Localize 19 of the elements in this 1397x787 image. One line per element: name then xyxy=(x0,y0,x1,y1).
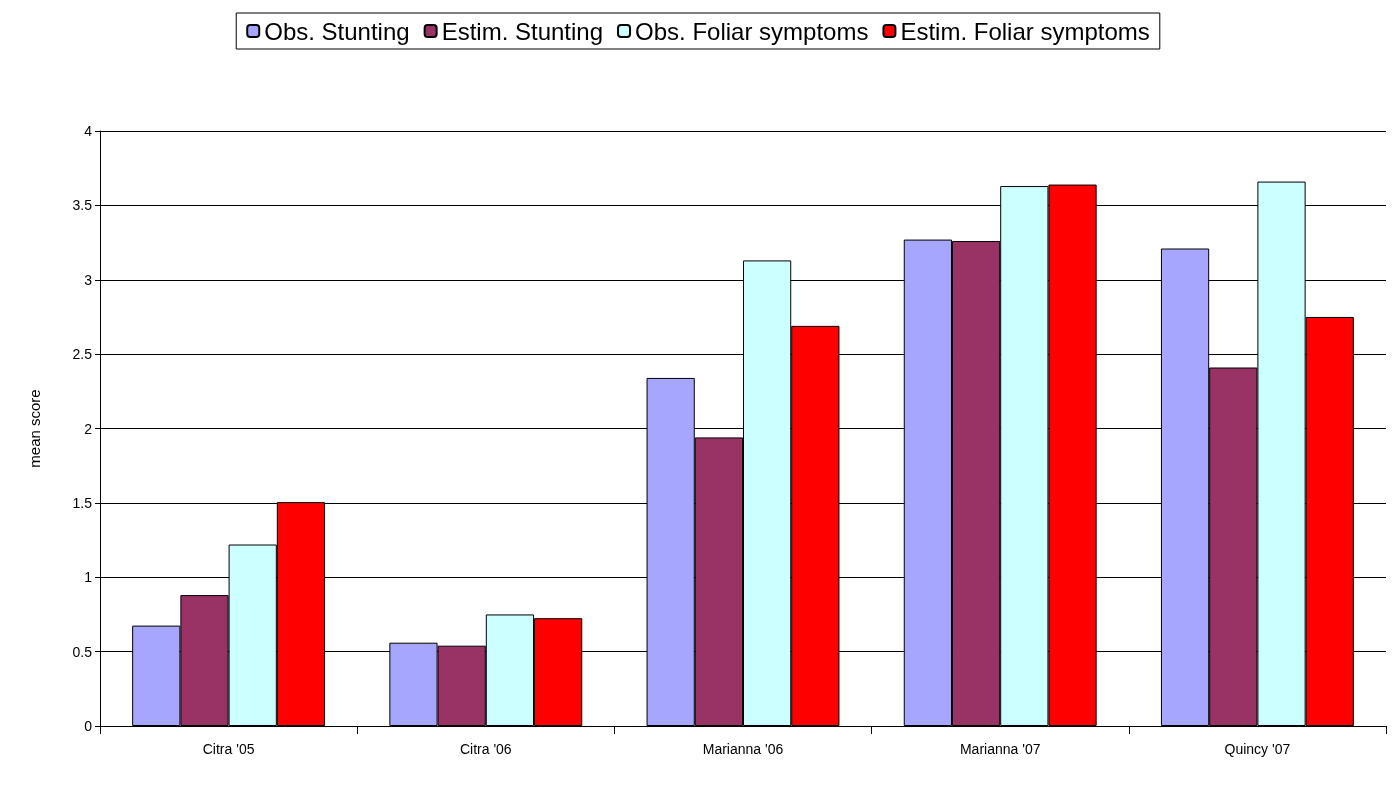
x-tick-label: Marianna '06 xyxy=(702,741,784,757)
legend-label: Estim. Foliar symptoms xyxy=(900,17,1150,45)
legend-label: Obs. Foliar symptoms xyxy=(635,17,869,45)
y-tick-label: 0.5 xyxy=(72,643,93,660)
y-tick-label: 4 xyxy=(84,123,93,139)
legend-label: Obs. Stunting xyxy=(264,17,410,45)
y-tick-label: 3 xyxy=(84,271,93,288)
y-tick-label: 2.5 xyxy=(72,346,93,363)
x-tick-label: Citra '06 xyxy=(459,741,512,757)
x-tick-label: Quincy '07 xyxy=(1224,741,1291,757)
x-tick-label: Marianna '07 xyxy=(959,741,1041,757)
y-tick-label: 3.5 xyxy=(72,197,93,214)
y-tick-label: 1 xyxy=(84,569,93,586)
x-tick-label: Citra '05 xyxy=(202,741,255,757)
y-tick-label: 1.5 xyxy=(72,494,93,511)
y-axis-title: mean score xyxy=(26,389,43,468)
legend-label: Estim. Stunting xyxy=(441,17,604,45)
y-tick-label: 2 xyxy=(84,420,93,437)
y-tick-label: 0 xyxy=(84,718,93,734)
